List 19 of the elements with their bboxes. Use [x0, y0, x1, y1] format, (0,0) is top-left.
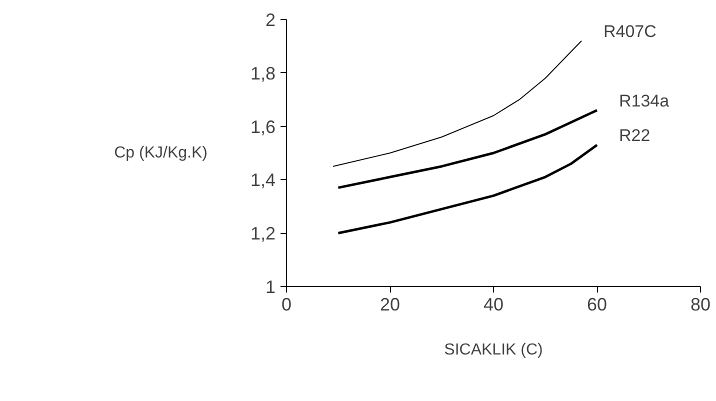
line-series — [332, 40, 582, 167]
y-tick-label: 1,8 — [250, 63, 276, 84]
x-axis-title: SICAKLIK (C) — [444, 342, 543, 358]
y-tick-label: 1 — [265, 277, 276, 297]
y-axis-title: Cp (KJ/Kg.K) — [114, 144, 208, 162]
y-tick-label: 1,2 — [250, 224, 276, 244]
line-series — [337, 144, 598, 234]
y-tick-label: 1,6 — [250, 116, 276, 137]
y-tick-label: 1,4 — [250, 170, 276, 190]
series-label: R134a — [619, 91, 670, 110]
x-tick-label: 0 — [281, 294, 292, 314]
y-tick-label: 2 — [265, 10, 276, 30]
x-tick-label: 40 — [483, 294, 504, 314]
series-label: R22 — [619, 126, 650, 145]
line-series — [337, 109, 598, 189]
x-tick-label: 20 — [380, 294, 400, 314]
x-tick-label: 80 — [690, 294, 711, 314]
x-tick-label: 60 — [586, 294, 608, 314]
series-label: R407C — [603, 22, 656, 41]
